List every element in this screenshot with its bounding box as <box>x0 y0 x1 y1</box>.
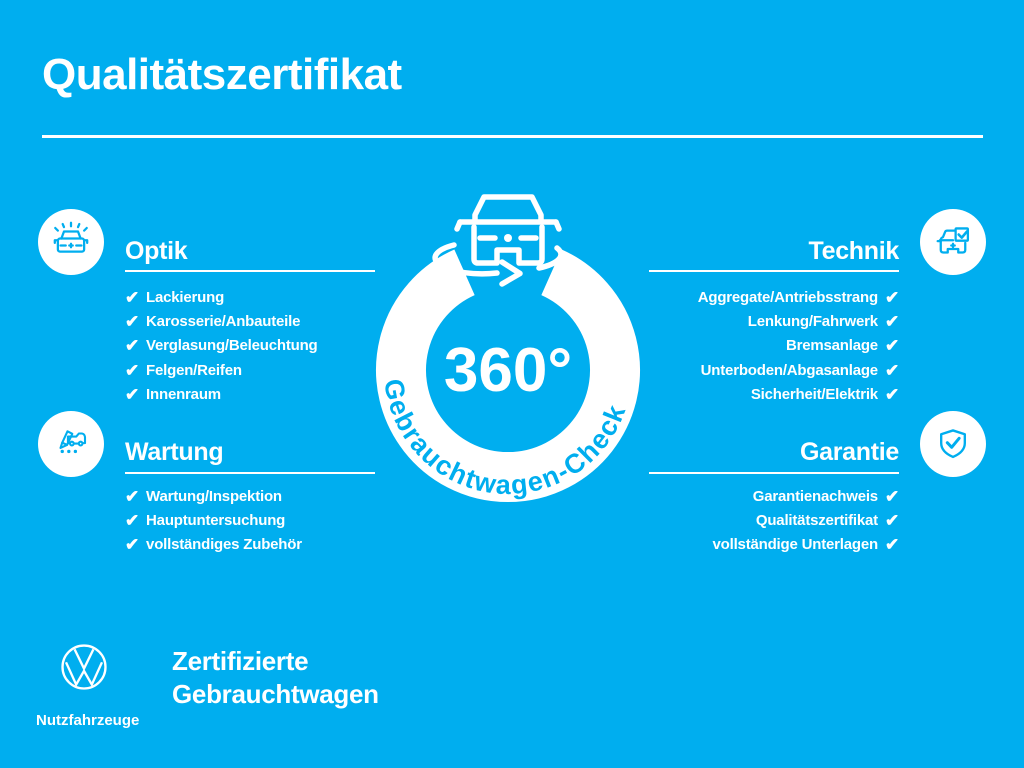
check-item-label: Felgen/Reifen <box>146 361 242 379</box>
section-title-wartung: Wartung <box>125 438 224 466</box>
check-item-label: vollständiges Zubehör <box>146 536 302 554</box>
check-item: ✔ Verglasung/Beleuchtung <box>125 334 318 358</box>
check-item-label: Sicherheit/Elektrik <box>750 386 878 404</box>
check-icon: ✔ <box>884 360 899 380</box>
check-item-label: Verglasung/Beleuchtung <box>146 337 318 355</box>
check-item: Sicherheit/Elektrik ✔ <box>569 383 899 407</box>
check-item: Garantienachweis ✔ <box>569 484 899 508</box>
check-icon: ✔ <box>884 287 899 307</box>
check-item-label: Lenkung/Fahrwerk <box>747 313 878 331</box>
check-item-label: Garantienachweis <box>752 487 878 505</box>
footer-tagline: Zertifizierte Gebrauchtwagen <box>172 645 379 711</box>
car-checkbox-icon <box>920 209 986 275</box>
brand-label: Nutzfahrzeuge <box>36 712 140 729</box>
check-icon: ✔ <box>884 312 899 332</box>
check-icon: ✔ <box>125 486 140 506</box>
rotating-car-icon <box>432 194 564 287</box>
section-divider-technik <box>649 270 899 272</box>
check-icon: ✔ <box>884 385 899 405</box>
check-item-label: Unterboden/Abgasanlage <box>700 361 878 379</box>
section-divider-wartung <box>125 472 375 474</box>
check-item-label: Karosserie/Anbauteile <box>146 313 301 331</box>
check-item-label: Wartung/Inspektion <box>146 487 282 505</box>
section-divider-optik <box>125 270 375 272</box>
check-item-label: Hauptuntersuchung <box>146 512 286 530</box>
technik-check-list: Aggregate/Antriebsstrang ✔ Lenkung/Fahrwe… <box>569 285 899 407</box>
check-icon: ✔ <box>125 312 140 332</box>
section-title-garantie: Garantie <box>799 438 899 466</box>
check-item: ✔ Wartung/Inspektion <box>125 484 302 508</box>
badge-ring <box>376 249 640 503</box>
check-item: ✔ Lackierung <box>125 285 318 309</box>
check-icon: ✔ <box>125 385 140 405</box>
check-item: ✔ vollständiges Zubehör <box>125 533 302 557</box>
optik-check-list: ✔ Lackierung ✔ Karosserie/Anbauteile ✔ Verg… <box>125 285 318 407</box>
car-shine-icon <box>38 209 104 275</box>
pen-vehicle-icon <box>38 411 104 477</box>
check-icon: ✔ <box>125 535 140 555</box>
check-item-label: Aggregate/Antriebsstrang <box>697 288 878 306</box>
check-item: vollständige Unterlagen ✔ <box>569 533 900 557</box>
check-icon: ✔ <box>125 511 140 531</box>
check-item-label: Qualitätszertifikat <box>755 512 878 530</box>
garantie-check-list: Garantienachweis ✔ Qualitätszertifikat ✔ v… <box>569 484 900 557</box>
section-divider-garantie <box>649 472 899 474</box>
check-item-label: Lackierung <box>146 288 225 306</box>
check-item: Aggregate/Antriebsstrang ✔ <box>569 285 899 309</box>
check-icon: ✔ <box>884 535 899 555</box>
footer-tagline-line2: Gebrauchtwagen <box>172 679 379 709</box>
check-item: ✔ Felgen/Reifen <box>125 358 318 382</box>
badge-value: 360° <box>444 336 572 405</box>
page-title: Qualitätszertifikat <box>42 50 402 99</box>
wartung-check-list: ✔ Wartung/Inspektion ✔ Hauptuntersuchung ✔… <box>125 484 302 557</box>
section-title-technik: Technik <box>808 237 899 265</box>
check-item-label: Bremsanlage <box>785 337 878 355</box>
title-divider <box>42 135 983 138</box>
check-item: Bremsanlage ✔ <box>569 334 899 358</box>
check-item: Lenkung/Fahrwerk ✔ <box>569 309 899 333</box>
shield-check-icon <box>920 411 986 477</box>
check-item: ✔ Innenraum <box>125 383 318 407</box>
section-title-optik: Optik <box>125 237 188 265</box>
360-check-badge: Gebrauchtwagen-Check 360° <box>376 194 640 503</box>
check-item-label: Innenraum <box>146 386 221 404</box>
vw-logo <box>61 644 107 690</box>
check-icon: ✔ <box>884 511 899 531</box>
check-icon: ✔ <box>884 486 899 506</box>
check-item: ✔ Karosserie/Anbauteile <box>125 309 318 333</box>
check-icon: ✔ <box>125 360 140 380</box>
check-icon: ✔ <box>125 287 140 307</box>
check-item: Qualitätszertifikat ✔ <box>569 508 899 532</box>
check-item: Unterboden/Abgasanlage ✔ <box>569 358 900 382</box>
check-icon: ✔ <box>884 336 899 356</box>
check-icon: ✔ <box>125 336 140 356</box>
check-item: ✔ Hauptuntersuchung <box>125 508 302 532</box>
check-item-label: vollständige Unterlagen <box>712 536 879 554</box>
footer-tagline-line1: Zertifizierte <box>172 646 309 676</box>
